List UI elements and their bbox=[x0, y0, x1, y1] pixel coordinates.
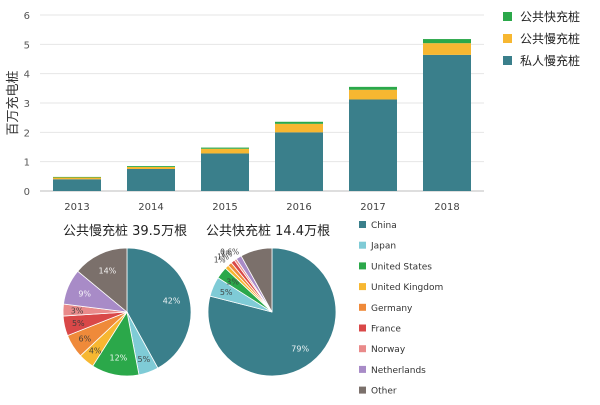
pie-slice bbox=[77, 247, 128, 313]
legend-swatch bbox=[503, 56, 512, 65]
bar-segment bbox=[275, 121, 323, 124]
bar-segment bbox=[349, 99, 397, 191]
pie-slices: 79%5%3%1%1%1%0.6% bbox=[207, 247, 337, 377]
legend-label: Norway bbox=[371, 345, 406, 355]
pie-slice-label: 42% bbox=[163, 297, 181, 306]
pie-slices: 42% 5% 12% 4% 6% 5% 3% 9% 14% bbox=[62, 247, 192, 377]
pie-title: 公共慢充桩 39.5万根 bbox=[63, 223, 187, 239]
legend-swatch bbox=[359, 221, 366, 228]
legend-swatch bbox=[359, 262, 366, 270]
legend-label: 公共慢充桩 bbox=[520, 31, 580, 46]
bar-gridlines bbox=[40, 14, 484, 192]
bar-segment bbox=[127, 166, 175, 167]
pie-slice bbox=[126, 247, 192, 369]
bar-segment bbox=[423, 39, 471, 44]
pie-slice-label: 0.6% bbox=[220, 247, 239, 256]
legend-swatch bbox=[359, 324, 366, 332]
legend-label: 私人慢充桩 bbox=[520, 53, 580, 68]
bar-series-group bbox=[53, 39, 471, 191]
x-tick-label: 2016 bbox=[286, 202, 311, 213]
y-tick-label: 6 bbox=[24, 11, 30, 22]
pie-slice bbox=[240, 247, 273, 313]
bar-segment bbox=[349, 89, 397, 100]
legend-swatch bbox=[359, 303, 366, 311]
pie-slice-label: 3% bbox=[226, 277, 239, 286]
pie-slice-label: 1% bbox=[217, 253, 229, 262]
x-tick-label: 2014 bbox=[138, 202, 163, 213]
bar-segment bbox=[423, 54, 471, 191]
y-tick-label: 1 bbox=[24, 158, 30, 169]
pie-slice-label: 5% bbox=[138, 355, 151, 364]
pie-title: 公共快充桩 14.4万根 bbox=[206, 223, 330, 239]
legend-swatch bbox=[359, 345, 366, 353]
legend-swatch bbox=[359, 365, 366, 373]
bar-segment bbox=[201, 153, 249, 191]
legend-label: Netherlands bbox=[371, 366, 426, 376]
bar-segment bbox=[127, 169, 175, 191]
legend-label: 公共快充桩 bbox=[520, 9, 580, 24]
bar-segment bbox=[423, 43, 471, 55]
legend-swatch bbox=[359, 386, 366, 394]
bar-segment bbox=[275, 132, 323, 191]
pie-slice-label: 9% bbox=[78, 290, 91, 299]
x-tick-label: 2015 bbox=[212, 202, 237, 213]
bar-segment bbox=[275, 123, 323, 133]
legend-label: Japan bbox=[370, 242, 396, 252]
legend-swatch bbox=[359, 283, 366, 291]
legend-swatch bbox=[359, 241, 366, 249]
pie-slice-label: 1% bbox=[214, 256, 226, 265]
legend-label: France bbox=[371, 325, 401, 335]
pie-slice-label: 14% bbox=[99, 266, 117, 275]
x-tick-label: 2013 bbox=[64, 202, 89, 213]
x-tick-label: 2018 bbox=[434, 202, 459, 213]
legend-label: United States bbox=[371, 262, 432, 272]
pie-slice-label: 4% bbox=[89, 347, 102, 356]
bar-segment bbox=[53, 176, 101, 178]
y-tick-label: 2 bbox=[24, 128, 30, 139]
x-tick-label: 2017 bbox=[360, 202, 385, 213]
legend-label: Other bbox=[371, 387, 397, 397]
legend-swatch bbox=[503, 34, 512, 43]
bar-segment bbox=[349, 86, 397, 90]
bar-segment bbox=[201, 147, 249, 149]
y-tick-label: 4 bbox=[24, 70, 30, 81]
pie-slice-label: 6% bbox=[79, 335, 92, 344]
pie-slice-label: 5% bbox=[220, 288, 233, 297]
pie-legend: China Japan United States United Kingdom Ger… bbox=[359, 221, 443, 397]
bar-segment bbox=[53, 179, 101, 191]
bar-segment bbox=[201, 148, 249, 154]
pie-slice-label: 3% bbox=[71, 306, 84, 315]
legend-label: United Kingdom bbox=[371, 283, 443, 293]
y-tick-label: 0 bbox=[24, 187, 30, 198]
legend-label: Germany bbox=[371, 304, 413, 314]
pie-slice-label: 79% bbox=[291, 344, 309, 353]
legend-label: China bbox=[371, 221, 397, 231]
y-tick-label: 3 bbox=[24, 99, 30, 110]
legend-swatch bbox=[503, 12, 512, 21]
bar-segment bbox=[127, 166, 175, 169]
bar-segment bbox=[53, 177, 101, 180]
pie-slice-label: 1% bbox=[221, 250, 233, 259]
y-tick-label: 5 bbox=[24, 40, 30, 51]
y-axis-label: 百万充电桩 bbox=[5, 70, 21, 135]
pie-slice-label: 12% bbox=[110, 353, 128, 362]
pie-slice-label: 5% bbox=[72, 319, 85, 328]
